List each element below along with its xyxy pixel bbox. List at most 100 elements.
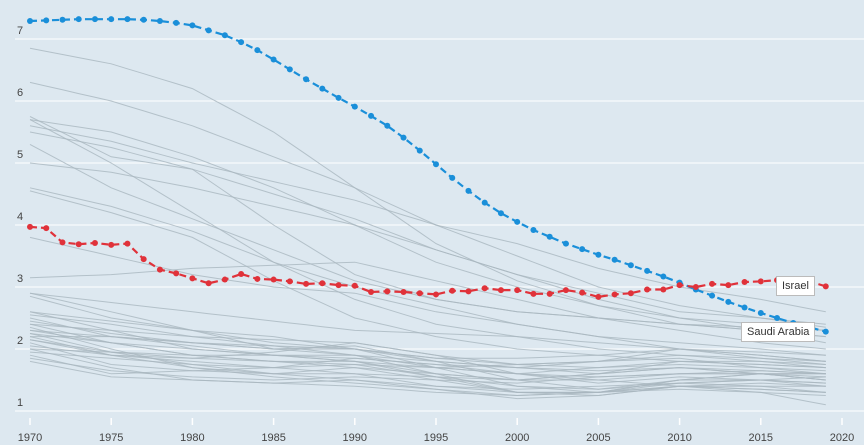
saudi-arabia-point (481, 199, 488, 206)
israel-point (75, 241, 82, 248)
israel-point (27, 223, 33, 230)
background-country-line (29, 116, 826, 331)
israel-point (725, 282, 732, 289)
saudi-arabia-label: Saudi Arabia (741, 322, 816, 342)
israel-point (757, 278, 764, 285)
saudi-arabia-point (465, 187, 472, 194)
israel-point (59, 239, 66, 246)
background-country-line (29, 360, 826, 397)
israel-point (91, 239, 98, 246)
background-country-line (29, 143, 826, 338)
israel-point (140, 256, 147, 263)
background-country-line (29, 162, 826, 344)
israel-point (319, 280, 326, 287)
israel-point (238, 270, 245, 277)
saudi-arabia-point (254, 47, 261, 54)
saudi-arabia-line (29, 18, 827, 333)
background-country-line (29, 261, 826, 350)
saudi-arabia-point (433, 161, 439, 168)
saudi-arabia-point (400, 134, 407, 141)
saudi-arabia-point (497, 210, 504, 217)
background-country-line (29, 292, 826, 378)
israel-point (270, 276, 277, 283)
saudi-arabia-point (91, 16, 98, 23)
israel-point (579, 289, 586, 296)
background-country-line (29, 333, 826, 375)
israel-point (368, 288, 375, 295)
saudi-arabia-point (579, 246, 586, 253)
israel-label: Israel (776, 276, 815, 296)
x-tick-label: 1995 (424, 432, 448, 444)
israel-point (221, 276, 228, 283)
israel-point (189, 275, 196, 282)
israel-point (741, 279, 748, 286)
x-tick-label: 1990 (343, 432, 367, 444)
x-tick-label: 2015 (749, 432, 773, 444)
x-tick-label: 2010 (667, 432, 691, 444)
background-country-line (29, 47, 826, 331)
saudi-arabia-point (156, 18, 163, 25)
israel-point (43, 225, 50, 232)
israel-point (611, 291, 618, 298)
saudi-arabia-point (75, 16, 82, 23)
israel-point (335, 282, 342, 289)
saudi-arabia-point (59, 16, 66, 23)
saudi-arabia-point (319, 85, 326, 92)
background-country-line (29, 345, 826, 369)
x-tick-label: 1975 (99, 432, 123, 444)
background-country-line (29, 131, 826, 325)
y-tick-label: 7 (17, 25, 23, 37)
x-tick-label: 1970 (18, 432, 42, 444)
saudi-arabia-point (189, 22, 196, 29)
saudi-arabia-point (335, 94, 342, 101)
saudi-arabia-point (449, 174, 456, 181)
israel-point (465, 288, 472, 295)
background-country-line (29, 125, 826, 313)
saudi-arabia-point (774, 315, 781, 321)
saudi-arabia-point (238, 39, 245, 46)
x-tick-label: 2005 (586, 432, 610, 444)
israel-point (108, 241, 115, 248)
israel-point (497, 287, 504, 294)
israel-point (709, 280, 716, 287)
background-country-line (29, 314, 826, 375)
israel-point (384, 288, 391, 295)
y-tick-label: 3 (17, 273, 23, 285)
saudi-arabia-point (43, 17, 50, 24)
background-country-line (29, 311, 826, 365)
background-country-line (29, 336, 826, 381)
israel-point (644, 286, 651, 293)
israel-point (351, 282, 358, 289)
saudi-arabia-point (741, 304, 748, 311)
y-tick-label: 6 (17, 87, 23, 99)
saudi-arabia-point (351, 103, 358, 110)
x-tick-label: 1980 (180, 432, 204, 444)
saudi-arabia-point (205, 27, 212, 34)
saudi-arabia-point (140, 16, 147, 23)
saudi-arabia-point (270, 56, 277, 63)
saudi-arabia-point (709, 292, 716, 299)
saudi-arabia-point (595, 251, 602, 258)
background-country-line (30, 336, 826, 390)
israel-point (692, 284, 699, 290)
saudi-arabia-point (660, 273, 667, 280)
israel-point (449, 287, 456, 294)
israel-point (481, 285, 488, 292)
y-tick-label: 4 (17, 211, 23, 223)
israel-point (173, 270, 180, 277)
israel-point (660, 286, 667, 293)
saudi-arabia-point (384, 122, 391, 129)
x-tick-label: 2020 (830, 432, 854, 444)
israel-point (254, 275, 261, 282)
israel-point (433, 291, 439, 298)
saudi-arabia-point (611, 256, 618, 263)
x-tick-label: 1985 (261, 432, 285, 444)
background-country-line (29, 348, 826, 397)
y-tick-label: 1 (17, 397, 23, 409)
israel-point (530, 290, 537, 297)
saudi-arabia-point (173, 19, 180, 26)
israel-point (156, 266, 163, 273)
background-country-line (29, 339, 826, 390)
saudi-arabia-point (757, 310, 764, 317)
background-country-line (29, 81, 826, 328)
